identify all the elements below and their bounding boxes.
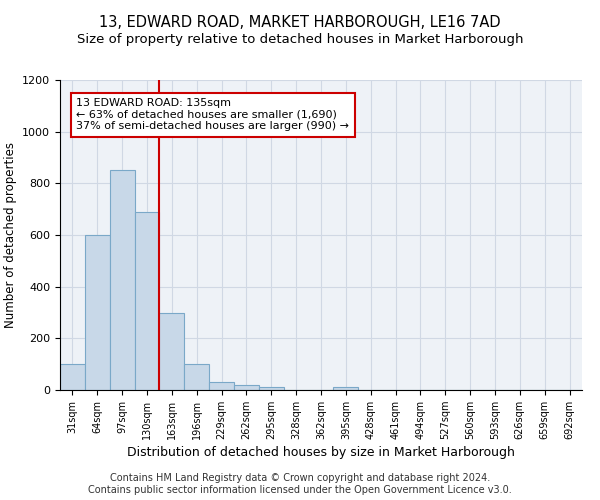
Bar (134, 212, 160, 390)
Bar (184, 364, 209, 390)
Text: 13 EDWARD ROAD: 135sqm
← 63% of detached houses are smaller (1,690)
37% of semi-: 13 EDWARD ROAD: 135sqm ← 63% of detached… (76, 98, 349, 132)
Bar (85, 235, 110, 390)
X-axis label: Distribution of detached houses by size in Market Harborough: Distribution of detached houses by size … (127, 446, 515, 459)
Text: Size of property relative to detached houses in Market Harborough: Size of property relative to detached ho… (77, 32, 523, 46)
Bar (60, 364, 85, 390)
Bar (259, 388, 284, 390)
Text: 13, EDWARD ROAD, MARKET HARBOROUGH, LE16 7AD: 13, EDWARD ROAD, MARKET HARBOROUGH, LE16… (99, 15, 501, 30)
Bar (234, 385, 259, 390)
Bar (110, 170, 134, 390)
Bar (334, 388, 358, 390)
Bar (209, 382, 234, 390)
Y-axis label: Number of detached properties: Number of detached properties (4, 142, 17, 328)
Bar (160, 312, 184, 390)
Text: Contains HM Land Registry data © Crown copyright and database right 2024.
Contai: Contains HM Land Registry data © Crown c… (88, 474, 512, 495)
